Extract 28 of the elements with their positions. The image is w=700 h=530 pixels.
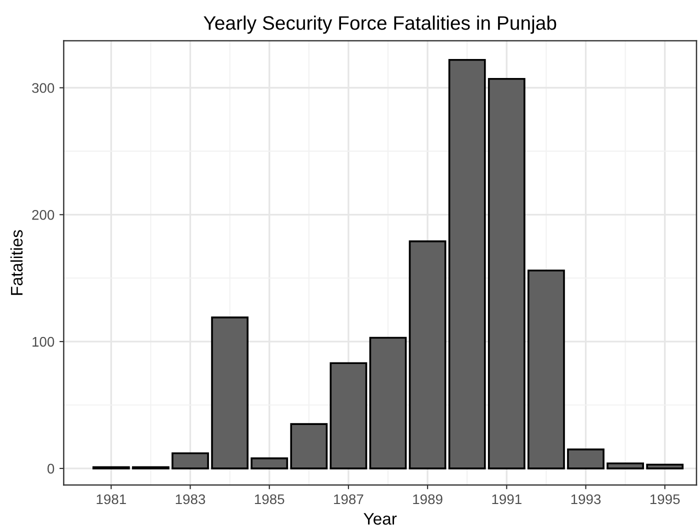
x-tick-label: 1991 (492, 494, 522, 504)
bar (567, 448, 604, 470)
bar (290, 423, 328, 470)
x-tick-label: 1989 (413, 494, 442, 504)
bar (448, 58, 486, 470)
y-tick-label: 0 (47, 464, 54, 474)
bar (172, 452, 209, 470)
x-tick-label: 1983 (176, 494, 206, 504)
y-axis-title: Fatalities (10, 230, 23, 295)
bar (488, 78, 526, 470)
x-tick-label: 1985 (254, 494, 284, 504)
y-tick-label: 300 (32, 83, 54, 93)
y-tick-label: 100 (32, 336, 54, 347)
bar (408, 240, 446, 470)
x-axis-title: Year (364, 513, 397, 525)
bar (330, 362, 368, 470)
bar (606, 462, 644, 470)
bar (646, 464, 684, 470)
x-tick-label: 1995 (650, 494, 680, 504)
x-tick-label: 1993 (571, 494, 601, 504)
x-tick-label: 1987 (334, 494, 364, 504)
x-tick-label: 1981 (96, 494, 126, 504)
bar (250, 457, 288, 470)
chart-title: Yearly Security Force Fatalities in Punjab (204, 16, 556, 34)
bar (369, 336, 407, 470)
y-tick-label: 200 (32, 210, 54, 220)
bar (211, 316, 249, 470)
bar (528, 270, 565, 470)
